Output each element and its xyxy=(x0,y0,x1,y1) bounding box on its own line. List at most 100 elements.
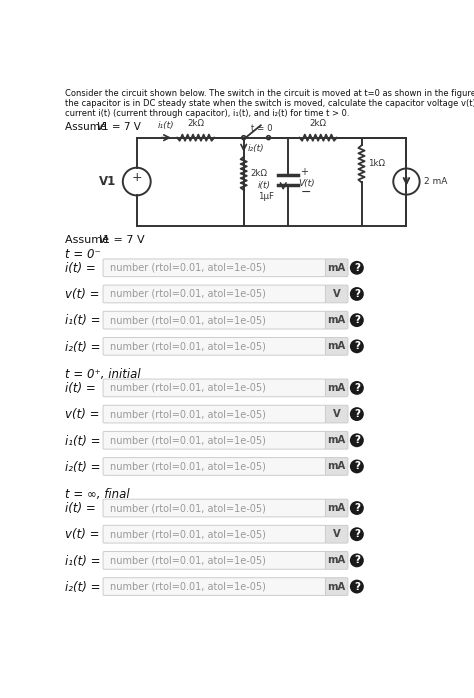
Text: number (rtol=0.01, atol=1e-05): number (rtol=0.01, atol=1e-05) xyxy=(109,556,265,565)
Text: V(t): V(t) xyxy=(299,179,315,188)
Text: ?: ? xyxy=(354,461,360,471)
Text: v(t) =: v(t) = xyxy=(64,528,99,542)
FancyBboxPatch shape xyxy=(103,379,326,396)
Text: ?: ? xyxy=(354,581,360,592)
Text: mA: mA xyxy=(328,461,346,471)
Text: Assume: Assume xyxy=(64,122,109,132)
Circle shape xyxy=(350,287,364,301)
Circle shape xyxy=(350,433,364,447)
Text: number (rtol=0.01, atol=1e-05): number (rtol=0.01, atol=1e-05) xyxy=(109,529,265,540)
Text: ?: ? xyxy=(354,409,360,419)
Text: number (rtol=0.01, atol=1e-05): number (rtol=0.01, atol=1e-05) xyxy=(109,383,265,393)
Text: number (rtol=0.01, atol=1e-05): number (rtol=0.01, atol=1e-05) xyxy=(109,262,265,273)
Text: i₁(t) =: i₁(t) = xyxy=(64,435,100,447)
Text: i₁(t) =: i₁(t) = xyxy=(64,555,100,567)
Circle shape xyxy=(350,313,364,327)
Text: i₂(t) =: i₂(t) = xyxy=(64,341,100,354)
Circle shape xyxy=(350,339,364,353)
Text: 2kΩ: 2kΩ xyxy=(250,169,267,177)
Text: 1 = 7 V: 1 = 7 V xyxy=(102,122,141,132)
FancyBboxPatch shape xyxy=(103,578,326,595)
Text: i(t) =: i(t) = xyxy=(64,503,95,515)
Text: ?: ? xyxy=(354,315,360,325)
FancyBboxPatch shape xyxy=(326,578,348,595)
Text: number (rtol=0.01, atol=1e-05): number (rtol=0.01, atol=1e-05) xyxy=(109,409,265,419)
Text: i(t) =: i(t) = xyxy=(64,383,95,395)
Text: ?: ? xyxy=(354,436,360,445)
Text: +: + xyxy=(300,168,308,177)
Text: Consider the circuit shown below. The switch in the circuit is moved at t=0 as s: Consider the circuit shown below. The sw… xyxy=(64,89,474,98)
Text: ?: ? xyxy=(354,289,360,299)
Text: ?: ? xyxy=(354,556,360,565)
Text: ?: ? xyxy=(354,529,360,540)
Circle shape xyxy=(350,501,364,515)
Text: mA: mA xyxy=(328,315,346,325)
Text: v(t) =: v(t) = xyxy=(64,408,99,422)
FancyBboxPatch shape xyxy=(326,499,348,517)
FancyBboxPatch shape xyxy=(326,379,348,396)
Circle shape xyxy=(350,527,364,541)
Text: number (rtol=0.01, atol=1e-05): number (rtol=0.01, atol=1e-05) xyxy=(109,436,265,445)
Circle shape xyxy=(350,459,364,473)
Text: i(t): i(t) xyxy=(258,181,271,190)
FancyBboxPatch shape xyxy=(103,431,326,449)
Text: i(t) =: i(t) = xyxy=(64,262,95,275)
Text: 1μF: 1μF xyxy=(258,193,274,202)
FancyBboxPatch shape xyxy=(326,285,348,303)
FancyBboxPatch shape xyxy=(103,311,326,329)
FancyBboxPatch shape xyxy=(326,259,348,276)
Text: i₂(t): i₂(t) xyxy=(247,144,264,153)
Circle shape xyxy=(350,579,364,593)
Text: 1kΩ: 1kΩ xyxy=(368,159,385,168)
Text: v(t) =: v(t) = xyxy=(64,288,99,302)
FancyBboxPatch shape xyxy=(103,526,326,543)
Text: 2kΩ: 2kΩ xyxy=(310,119,327,128)
Text: mA: mA xyxy=(328,436,346,445)
Text: Assume: Assume xyxy=(64,235,112,246)
Text: mA: mA xyxy=(328,556,346,565)
FancyBboxPatch shape xyxy=(103,551,326,570)
Text: t = 0: t = 0 xyxy=(251,124,273,133)
Text: number (rtol=0.01, atol=1e-05): number (rtol=0.01, atol=1e-05) xyxy=(109,289,265,299)
Circle shape xyxy=(350,261,364,275)
FancyBboxPatch shape xyxy=(103,458,326,475)
FancyBboxPatch shape xyxy=(326,431,348,449)
FancyBboxPatch shape xyxy=(103,285,326,303)
Text: V: V xyxy=(333,409,341,419)
Text: mA: mA xyxy=(328,581,346,592)
Text: number (rtol=0.01, atol=1e-05): number (rtol=0.01, atol=1e-05) xyxy=(109,581,265,592)
Text: +: + xyxy=(131,171,142,184)
Text: mA: mA xyxy=(328,503,346,513)
Text: ?: ? xyxy=(354,383,360,393)
Text: t = 0⁺, initial: t = 0⁺, initial xyxy=(64,368,140,381)
Text: V1: V1 xyxy=(100,175,117,188)
Text: i₂(t) =: i₂(t) = xyxy=(64,581,100,594)
Text: ?: ? xyxy=(354,341,360,351)
FancyBboxPatch shape xyxy=(326,458,348,475)
Circle shape xyxy=(350,554,364,567)
Text: t = 0⁻: t = 0⁻ xyxy=(64,248,100,261)
Text: mA: mA xyxy=(328,262,346,273)
Text: the capacitor is in DC steady state when the switch is moved, calculate the capa: the capacitor is in DC steady state when… xyxy=(64,99,474,108)
Circle shape xyxy=(350,407,364,421)
Text: V: V xyxy=(98,235,106,246)
FancyBboxPatch shape xyxy=(326,406,348,423)
Text: i₂(t) =: i₂(t) = xyxy=(64,461,100,474)
Text: current i(t) (current through capacitor), i₁(t), and i₂(t) for time t > 0.: current i(t) (current through capacitor)… xyxy=(64,109,349,118)
FancyBboxPatch shape xyxy=(326,526,348,543)
Circle shape xyxy=(350,381,364,395)
FancyBboxPatch shape xyxy=(103,499,326,517)
FancyBboxPatch shape xyxy=(103,337,326,355)
Text: ?: ? xyxy=(354,262,360,273)
Text: i₁(t): i₁(t) xyxy=(158,121,174,130)
Text: mA: mA xyxy=(328,383,346,393)
Text: 2kΩ: 2kΩ xyxy=(187,119,204,128)
Text: mA: mA xyxy=(328,341,346,351)
FancyBboxPatch shape xyxy=(326,337,348,355)
Text: number (rtol=0.01, atol=1e-05): number (rtol=0.01, atol=1e-05) xyxy=(109,341,265,351)
Text: i₁(t) =: i₁(t) = xyxy=(64,314,100,327)
FancyBboxPatch shape xyxy=(103,406,326,423)
Text: t = ∞, final: t = ∞, final xyxy=(64,488,129,501)
FancyBboxPatch shape xyxy=(326,311,348,329)
Text: V: V xyxy=(96,122,104,132)
